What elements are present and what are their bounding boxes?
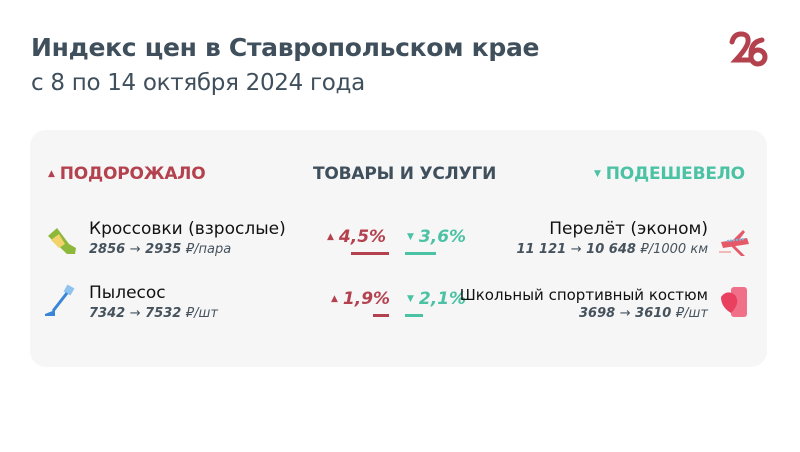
item-name: Школьный спортивный костюм	[459, 286, 708, 304]
change-bar-down	[405, 252, 436, 255]
vacuum-cleaner-icon	[45, 284, 75, 316]
column-header-down: ▼ ПОДЕШЕВЕЛО	[594, 164, 745, 184]
item-price: 7342 → 7532 ₽/шт	[89, 306, 218, 321]
triangle-down-icon: ▼	[594, 169, 601, 179]
change-bar-up	[350, 252, 389, 255]
change-up: ▲ 1,9%	[331, 289, 391, 309]
change-up: ▲ 4,5%	[327, 227, 387, 247]
column-header-middle: ТОВАРЫ И УСЛУГИ	[313, 164, 497, 184]
airplane-icon	[719, 230, 749, 256]
page-title: Индекс цен в Ставропольском крае	[31, 33, 540, 62]
page-subtitle: с 8 по 14 октября 2024 года	[31, 70, 365, 96]
logo-26	[729, 31, 768, 67]
item-price: 2856 → 2935 ₽/пара	[89, 242, 232, 257]
triangle-up-icon: ▲	[48, 169, 55, 179]
item-name: Кроссовки (взрослые)	[89, 219, 286, 239]
item-price: 3698 → 3610 ₽/шт	[579, 306, 708, 321]
item-name: Перелёт (эконом)	[549, 219, 708, 239]
price-card	[30, 130, 767, 367]
column-header-up-label: ПОДОРОЖАЛО	[59, 164, 206, 184]
column-header-down-label: ПОДЕШЕВЕЛО	[605, 164, 745, 184]
sneaker-icon	[48, 228, 76, 254]
change-bar-up	[372, 314, 389, 317]
change-down: ▼ 2,1%	[407, 289, 467, 309]
item-price: 11 121 → 10 648 ₽/1000 км	[516, 242, 708, 257]
change-bar-down	[405, 314, 423, 317]
change-down: ▼ 3,6%	[407, 227, 467, 247]
item-name: Пылесос	[89, 283, 166, 303]
column-header-up: ▲ ПОДОРОЖАЛО	[48, 164, 206, 184]
tracksuit-icon	[721, 287, 747, 317]
